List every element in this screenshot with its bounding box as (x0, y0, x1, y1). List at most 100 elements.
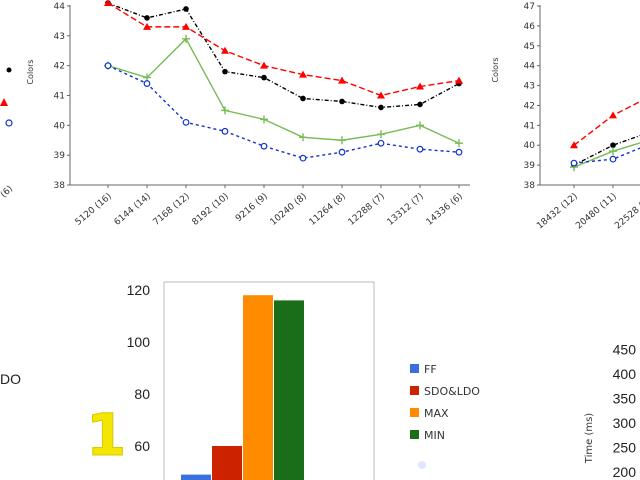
bar (243, 295, 273, 480)
data-point (570, 159, 578, 167)
chart-bottom-center: 60 80 100 120 FF SDO&LDO MAX MIN 1 (86, 281, 480, 480)
y-ticks: 200 250 300 350 400 450 (613, 342, 637, 480)
data-point (261, 74, 267, 81)
data-point (143, 22, 151, 30)
data-point (222, 68, 228, 75)
plot-frame (163, 281, 375, 480)
data-point (300, 95, 306, 102)
yellow-glyph: 1 (86, 401, 126, 469)
data-point (299, 70, 307, 78)
x-tick-label: 12288 (7) (347, 192, 387, 228)
data-point (416, 82, 424, 90)
x-tick-label: 9216 (9) (234, 192, 270, 224)
y-tick-label: 39 (54, 151, 66, 161)
y-tick-label: 120 (127, 282, 151, 298)
data-point (260, 115, 268, 124)
series-line (107, 2, 460, 97)
y-tick-label: 80 (134, 386, 150, 402)
y-tick-label: 43 (54, 32, 65, 42)
y-axis-title: Time (ms) (584, 413, 595, 465)
data-point (104, 0, 112, 7)
data-point (260, 61, 268, 69)
data-point (183, 6, 189, 12)
data-point (377, 139, 385, 147)
y-tick-label: 41 (524, 121, 535, 131)
data-point (417, 101, 423, 108)
x-tick-label: 5120 (16) (74, 192, 114, 228)
legend: FF SDO&LDO MAX MIN (410, 363, 480, 442)
data-point (299, 154, 307, 162)
y-axis-title: Colors (26, 59, 35, 84)
series-line (573, 147, 640, 164)
legend-label: MAX (424, 407, 449, 420)
y-tick-label: 38 (54, 181, 66, 191)
x-tick-label: 20480 (11) (574, 192, 619, 232)
y-tick-label: 39 (524, 161, 536, 171)
data-point (378, 104, 384, 111)
series-group (570, 100, 640, 172)
data-point (609, 147, 617, 156)
x-ticks: 5120 (16)6144 (14)7168 (12)8192 (10) 9216… (74, 185, 465, 228)
series-line (573, 142, 640, 168)
partial-black-marker (6, 67, 12, 73)
legend-label: MIN (424, 429, 445, 442)
data-point (416, 145, 424, 153)
y-ticks: 38 39 40 41 42 43 44 (54, 2, 70, 191)
y-tick-label: 40 (524, 141, 536, 151)
data-point (182, 118, 190, 126)
data-point (609, 111, 617, 119)
y-tick-label: 300 (613, 415, 637, 431)
data-point (570, 141, 578, 149)
data-point (299, 133, 307, 142)
data-point (455, 76, 463, 84)
data-point (416, 121, 424, 130)
data-point (182, 22, 190, 30)
y-ticks: 38 39 40 41 42 43 44 45 46 47 (524, 2, 540, 191)
y-tick-label: 44 (524, 62, 536, 72)
data-point (455, 148, 463, 156)
y-ticks: 60 80 100 120 (127, 282, 151, 454)
data-point (182, 34, 190, 43)
y-tick-label: 46 (524, 22, 536, 32)
data-point (338, 136, 346, 145)
x-tick-label: 11264 (8) (308, 192, 348, 228)
series-line (107, 2, 460, 109)
x-tick-label: 13312 (7) (386, 192, 426, 228)
legend-swatch (410, 430, 419, 439)
data-point (144, 15, 150, 21)
x-tick-label: 18432 (12) (535, 192, 580, 232)
chart-top-right: Colors 38 39 40 41 42 43 44 45 46 47 18432 (12)20… (491, 2, 640, 231)
x-ticks: 18432 (12)20480 (11)22528 (10) (535, 185, 640, 231)
data-point (610, 142, 616, 149)
data-point (377, 91, 385, 99)
legend-label: FF (424, 363, 437, 376)
chart-top-center: Colors 38 39 40 41 42 43 44 5120 (16)6144 (14)… (26, 0, 470, 228)
y-axis-title: Colors (491, 57, 500, 82)
legend-swatch (410, 386, 419, 395)
y-tick-label: 40 (54, 121, 66, 131)
x-tick-label: 10240 (8) (269, 192, 309, 228)
data-point (338, 148, 346, 156)
series-line (107, 37, 460, 144)
left-edge-xtick: (6) (0, 184, 15, 200)
data-point (339, 98, 345, 105)
y-tick-label: 44 (54, 2, 66, 12)
data-point (221, 127, 229, 135)
faint-dot (418, 461, 426, 469)
y-tick-label: 47 (524, 2, 535, 12)
legend-label: SDO&LDO (424, 385, 480, 398)
x-tick-label: 14336 (6) (425, 192, 465, 228)
series-line (573, 100, 640, 146)
legend-swatch (410, 364, 419, 373)
y-tick-label: 42 (524, 101, 535, 111)
y-tick-label: 350 (613, 391, 637, 407)
data-point (455, 139, 463, 148)
data-point (377, 130, 385, 139)
y-tick-label: 41 (54, 92, 65, 102)
y-tick-label: 38 (524, 181, 536, 191)
y-tick-label: 60 (134, 438, 150, 454)
y-tick-label: 42 (54, 62, 65, 72)
x-tick-label: 6144 (14) (113, 192, 153, 228)
y-tick-label: 250 (613, 440, 637, 456)
